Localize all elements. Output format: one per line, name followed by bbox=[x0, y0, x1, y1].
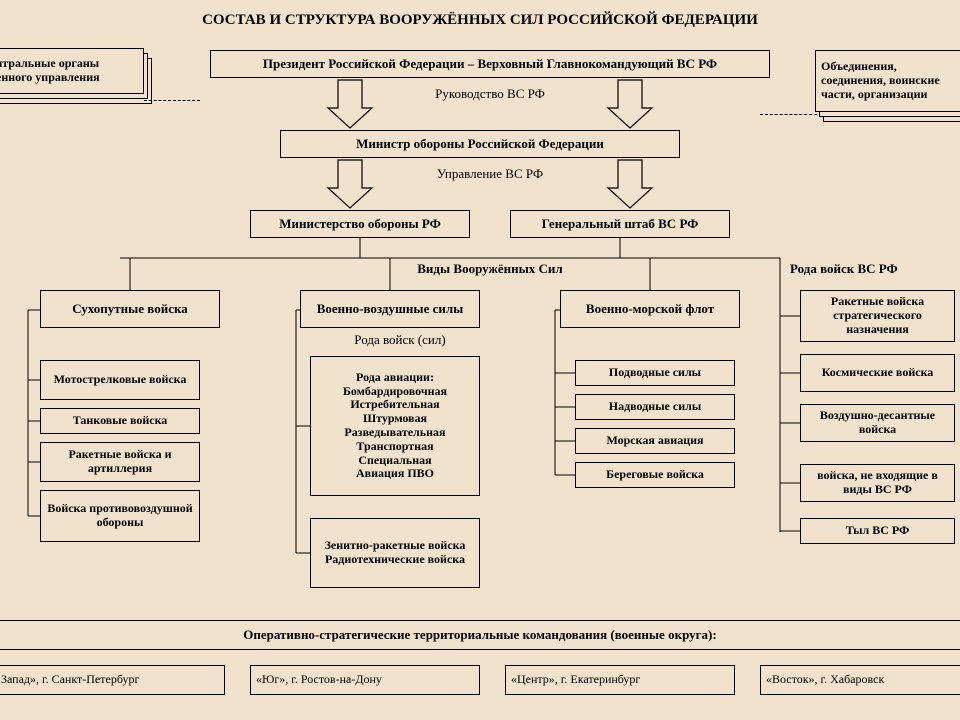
box-ministry: Министерство обороны РФ bbox=[250, 210, 470, 238]
label-rukovodstvo: Руководство ВС РФ bbox=[390, 86, 590, 102]
box-navy-title: Военно-морской флот bbox=[560, 290, 740, 328]
box-genstaff: Генеральный штаб ВС РФ bbox=[510, 210, 730, 238]
box-air-aviation: Рода авиации: Бомбардировочная Истребите… bbox=[310, 356, 480, 496]
box-right-item: войска, не входящие в виды ВС РФ bbox=[800, 464, 955, 502]
connector-dash bbox=[144, 100, 200, 101]
box-right-item: Тыл ВС РФ bbox=[800, 518, 955, 544]
box-district: «Юг», г. Ростов-на-Дону bbox=[250, 665, 480, 695]
label-upravlenie: Управление ВС РФ bbox=[390, 166, 590, 182]
box-ground-item: Войска противовоздушной обороны bbox=[40, 490, 200, 542]
connector-dash bbox=[760, 114, 817, 115]
diagram-title: СОСТАВ И СТРУКТУРА ВООРУЖЁННЫХ СИЛ РОССИ… bbox=[0, 12, 960, 29]
box-footer-title: Оперативно-стратегические территориальны… bbox=[0, 620, 960, 650]
box-air-zrv: Зенитно-ракетные войска Радиотехнические… bbox=[310, 518, 480, 588]
box-air-title: Военно-воздушные силы bbox=[300, 290, 480, 328]
box-central-organs: ентральные органы оенного управления bbox=[0, 48, 144, 94]
box-navy-item: Морская авиация bbox=[575, 428, 735, 454]
label-roda-right: Рода войск ВС РФ bbox=[790, 261, 955, 277]
box-ground-title: Сухопутные войска bbox=[40, 290, 220, 328]
box-navy-item: Надводные силы bbox=[575, 394, 735, 420]
box-associations: Объединения, соединения, воинские части,… bbox=[815, 50, 960, 112]
box-ground-item: Ракетные войска и артиллерия bbox=[40, 442, 200, 482]
box-right-item: Воздушно-десантные войска bbox=[800, 404, 955, 442]
box-minister: Министр обороны Российской Федерации bbox=[280, 130, 680, 158]
box-ground-item: Мотострелковые войска bbox=[40, 360, 200, 400]
box-navy-item: Береговые войска bbox=[575, 462, 735, 488]
box-district: «Восток», г. Хабаровск bbox=[760, 665, 960, 695]
box-president: Президент Российской Федерации – Верховн… bbox=[210, 50, 770, 78]
box-right-item: Космические войска bbox=[800, 354, 955, 392]
box-ground-item: Танковые войска bbox=[40, 408, 200, 434]
box-district: Запад», г. Санкт-Петербург bbox=[0, 665, 225, 695]
box-navy-item: Подводные силы bbox=[575, 360, 735, 386]
box-right-item: Ракетные войска стратегического назначен… bbox=[800, 290, 955, 342]
label-roda-sil: Рода войск (сил) bbox=[320, 332, 480, 348]
box-district: «Центр», г. Екатеринбург bbox=[505, 665, 735, 695]
label-vidy: Виды Вооружённых Сил bbox=[370, 261, 610, 277]
